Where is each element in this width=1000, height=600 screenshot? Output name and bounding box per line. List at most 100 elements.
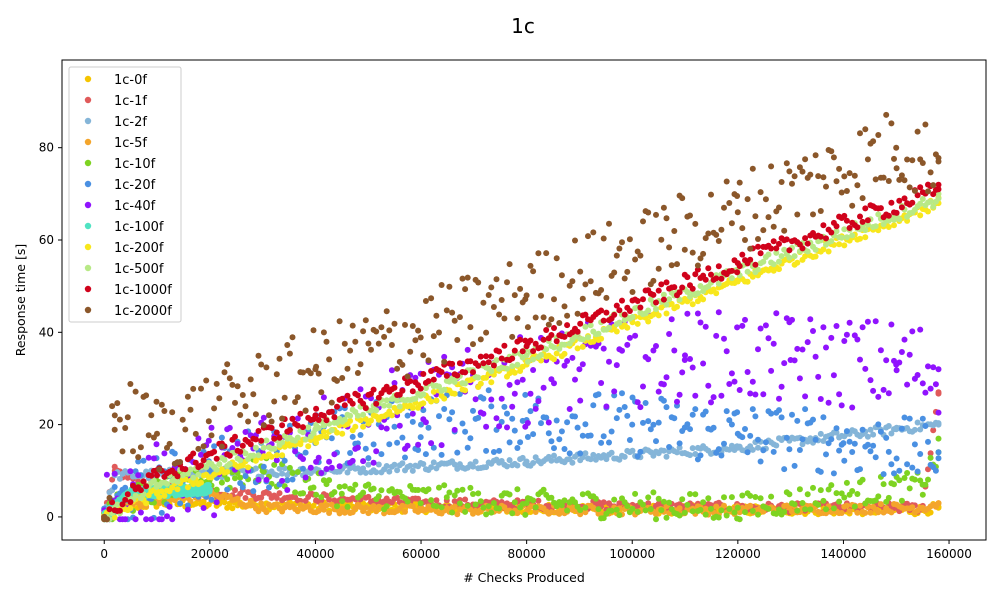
data-point bbox=[705, 265, 712, 272]
data-point bbox=[925, 438, 931, 445]
data-point bbox=[548, 438, 555, 445]
data-point bbox=[647, 506, 654, 513]
data-point bbox=[483, 511, 490, 518]
data-point bbox=[122, 484, 129, 491]
data-point bbox=[843, 428, 850, 435]
data-point bbox=[718, 507, 725, 514]
data-point bbox=[715, 263, 722, 270]
data-point bbox=[671, 228, 678, 234]
data-point bbox=[470, 341, 476, 348]
data-point bbox=[820, 497, 827, 504]
data-point bbox=[446, 489, 453, 496]
legend-marker bbox=[84, 222, 92, 230]
data-point bbox=[404, 498, 411, 505]
data-point bbox=[558, 428, 565, 435]
data-point bbox=[700, 360, 707, 367]
data-point bbox=[517, 336, 524, 343]
data-point bbox=[292, 489, 299, 496]
data-point bbox=[485, 292, 492, 298]
data-point bbox=[336, 318, 343, 325]
data-point bbox=[708, 399, 714, 406]
data-point bbox=[504, 424, 510, 431]
data-point bbox=[535, 250, 542, 257]
data-point bbox=[616, 245, 623, 252]
data-point bbox=[715, 514, 722, 521]
data-point bbox=[456, 391, 463, 397]
data-point bbox=[523, 458, 530, 465]
data-point bbox=[462, 369, 469, 376]
data-point bbox=[386, 468, 393, 475]
data-point bbox=[114, 400, 121, 407]
data-point bbox=[885, 224, 892, 230]
data-point bbox=[496, 348, 503, 355]
x-tick-label: 100000 bbox=[609, 547, 655, 561]
data-point bbox=[857, 502, 863, 509]
data-point bbox=[514, 361, 521, 368]
data-point bbox=[694, 290, 701, 297]
data-point bbox=[441, 353, 448, 360]
data-point bbox=[734, 430, 741, 437]
data-point bbox=[687, 356, 693, 362]
data-point bbox=[802, 156, 809, 163]
data-point bbox=[925, 476, 931, 483]
data-point bbox=[660, 397, 667, 404]
data-point bbox=[370, 386, 377, 393]
data-point bbox=[836, 241, 843, 248]
data-point bbox=[433, 497, 440, 504]
legend-marker bbox=[84, 75, 92, 83]
data-point bbox=[420, 352, 427, 359]
plot-frame bbox=[61, 59, 987, 541]
data-point bbox=[561, 303, 568, 310]
data-point bbox=[692, 220, 699, 227]
legend-marker bbox=[84, 117, 92, 125]
data-point bbox=[864, 156, 871, 163]
data-point bbox=[655, 312, 662, 319]
data-point bbox=[650, 277, 657, 284]
data-point bbox=[532, 314, 539, 321]
data-point bbox=[475, 279, 482, 286]
data-point bbox=[224, 468, 231, 475]
data-point bbox=[425, 486, 432, 493]
data-point bbox=[216, 461, 223, 468]
data-point bbox=[613, 252, 620, 259]
data-point bbox=[433, 397, 440, 404]
data-point bbox=[752, 213, 759, 220]
data-point bbox=[415, 327, 422, 334]
data-point bbox=[198, 385, 204, 392]
data-point bbox=[914, 128, 921, 135]
data-point bbox=[705, 230, 712, 237]
data-point bbox=[315, 507, 322, 514]
data-point bbox=[841, 212, 848, 219]
data-point bbox=[621, 311, 628, 318]
data-point bbox=[794, 211, 801, 218]
data-point bbox=[585, 334, 591, 341]
data-point bbox=[893, 209, 900, 216]
data-point bbox=[817, 208, 824, 214]
data-point bbox=[645, 356, 652, 363]
data-point bbox=[715, 280, 722, 287]
data-point bbox=[514, 379, 521, 386]
data-point bbox=[576, 366, 583, 373]
data-point bbox=[341, 483, 348, 490]
data-point bbox=[734, 444, 741, 451]
data-point bbox=[728, 267, 735, 274]
data-point bbox=[511, 390, 518, 397]
data-point bbox=[527, 262, 534, 269]
data-point bbox=[409, 323, 416, 329]
data-point bbox=[553, 417, 560, 424]
data-point bbox=[326, 496, 333, 503]
data-point bbox=[451, 426, 458, 433]
data-point bbox=[875, 421, 882, 428]
data-point bbox=[687, 426, 693, 433]
data-point bbox=[383, 397, 390, 404]
data-point bbox=[888, 430, 895, 437]
data-point bbox=[655, 419, 662, 426]
data-point bbox=[412, 337, 419, 344]
data-point bbox=[517, 439, 524, 446]
data-point bbox=[300, 456, 306, 462]
data-point bbox=[109, 499, 116, 506]
data-point bbox=[268, 453, 275, 460]
data-point bbox=[438, 282, 445, 288]
data-point bbox=[859, 195, 866, 202]
data-point bbox=[765, 251, 772, 258]
